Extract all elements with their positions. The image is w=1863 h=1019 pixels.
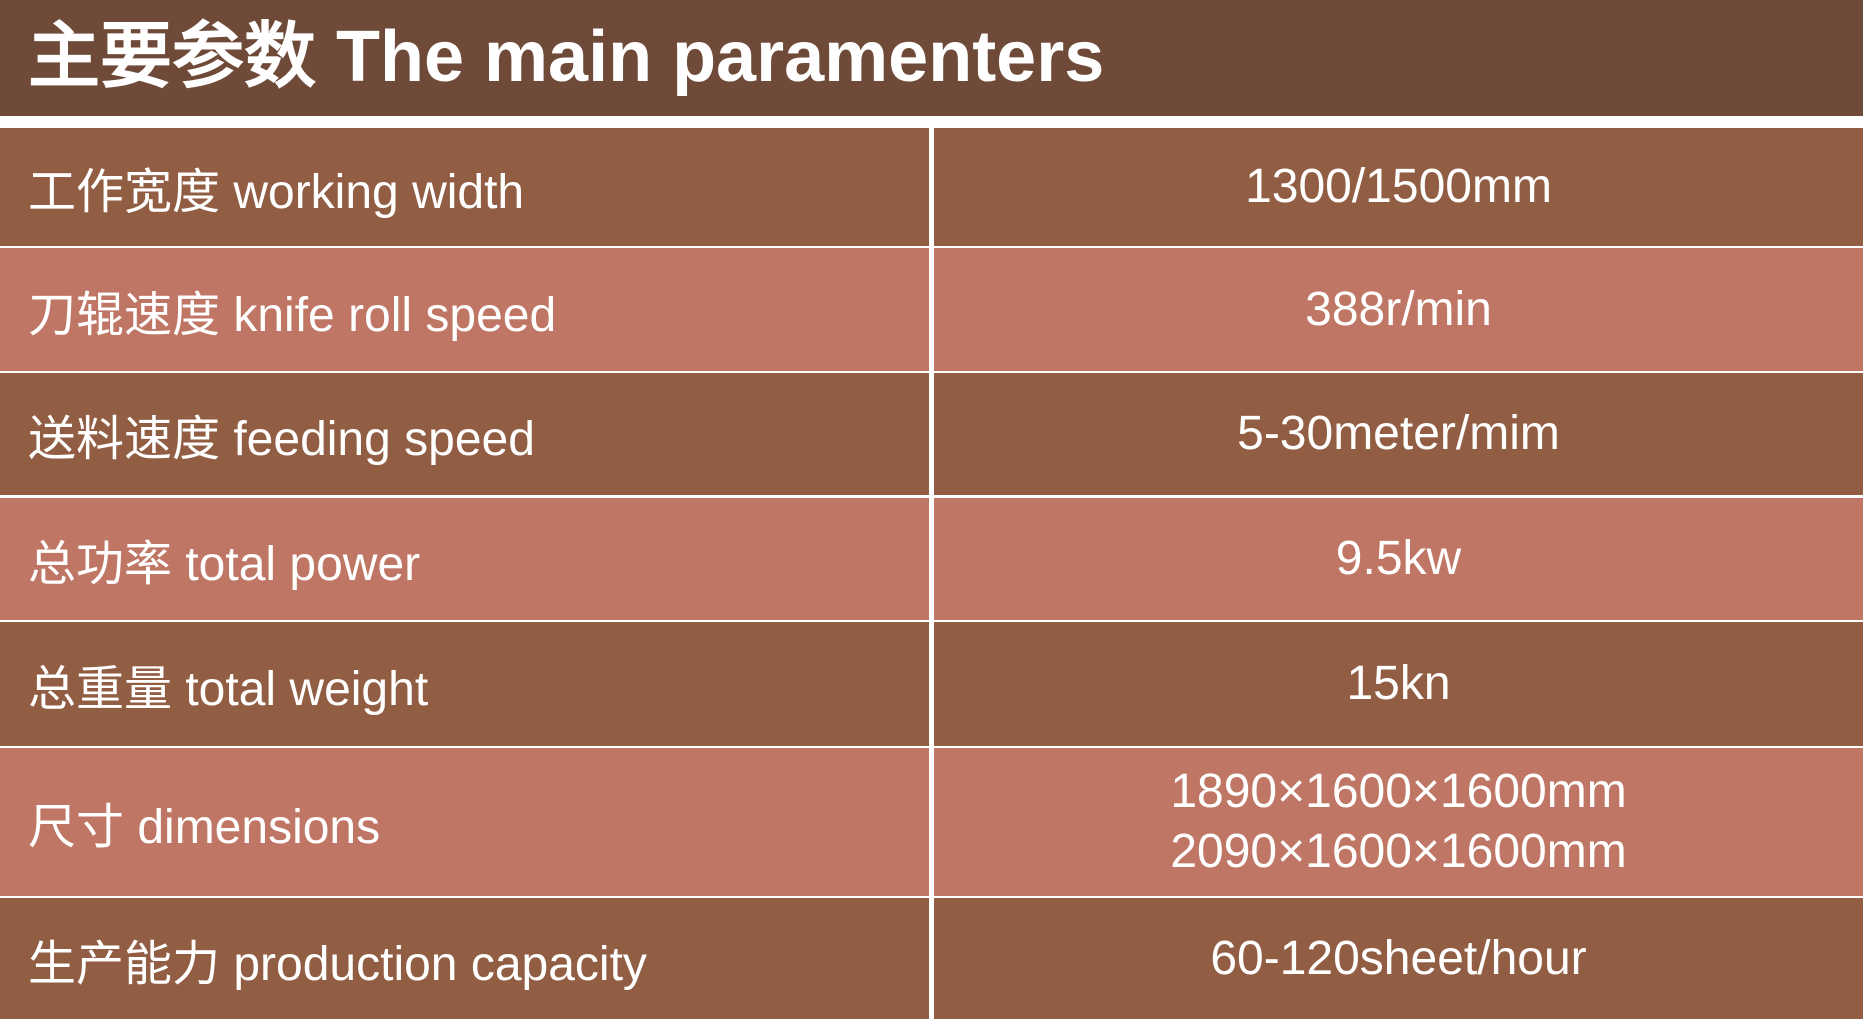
value-line: 60-120sheet/hour [1210,931,1587,985]
parameter-label: 生产能力 production capacity [0,898,929,1019]
table-row: 总功率 total power 9.5kw [0,498,1863,620]
value-line: 2090×1600×1600mm [1170,825,1627,878]
parameter-value: 1300/1500mm [934,128,1863,246]
parameter-label: 总重量 total weight [0,622,929,746]
parameter-value: 1890×1600×1600mm 2090×1600×1600mm [934,748,1863,896]
parameter-value: 9.5kw [934,498,1863,620]
table-row: 总重量 total weight 15kn [0,622,1863,746]
value-line: 15kn [1346,657,1451,710]
parameter-value: 388r/min [934,248,1863,371]
title-bar: 主要参数 The main paramenters [0,0,1863,116]
table-row: 工作宽度 working width 1300/1500mm [0,128,1863,246]
parameter-label: 总功率 total power [0,498,929,620]
value-line: 1300/1500mm [1245,160,1552,213]
parameter-label: 工作宽度 working width [0,128,929,246]
parameter-value: 15kn [934,622,1863,746]
parameter-label: 尺寸 dimensions [0,748,929,896]
table-row: 生产能力 production capacity 60-120sheet/hour [0,898,1863,1019]
parameter-label: 送料速度 feeding speed [0,373,929,495]
value-line: 388r/min [1305,282,1492,336]
value-line: 9.5kw [1335,532,1462,585]
parameter-label: 刀辊速度 knife roll speed [0,248,929,371]
page-title: 主要参数 The main paramenters [28,17,1105,97]
table-row: 送料速度 feeding speed 5-30meter/mim [0,373,1863,495]
parameter-value: 5-30meter/mim [934,373,1863,495]
table-row: 刀辊速度 knife roll speed 388r/min [0,248,1863,371]
value-line: 1890×1600×1600mm [1170,765,1627,818]
value-line: 5-30meter/mim [1237,407,1560,460]
table-row: 尺寸 dimensions 1890×1600×1600mm 2090×1600×1… [0,748,1863,896]
parameter-value: 60-120sheet/hour [934,898,1863,1019]
